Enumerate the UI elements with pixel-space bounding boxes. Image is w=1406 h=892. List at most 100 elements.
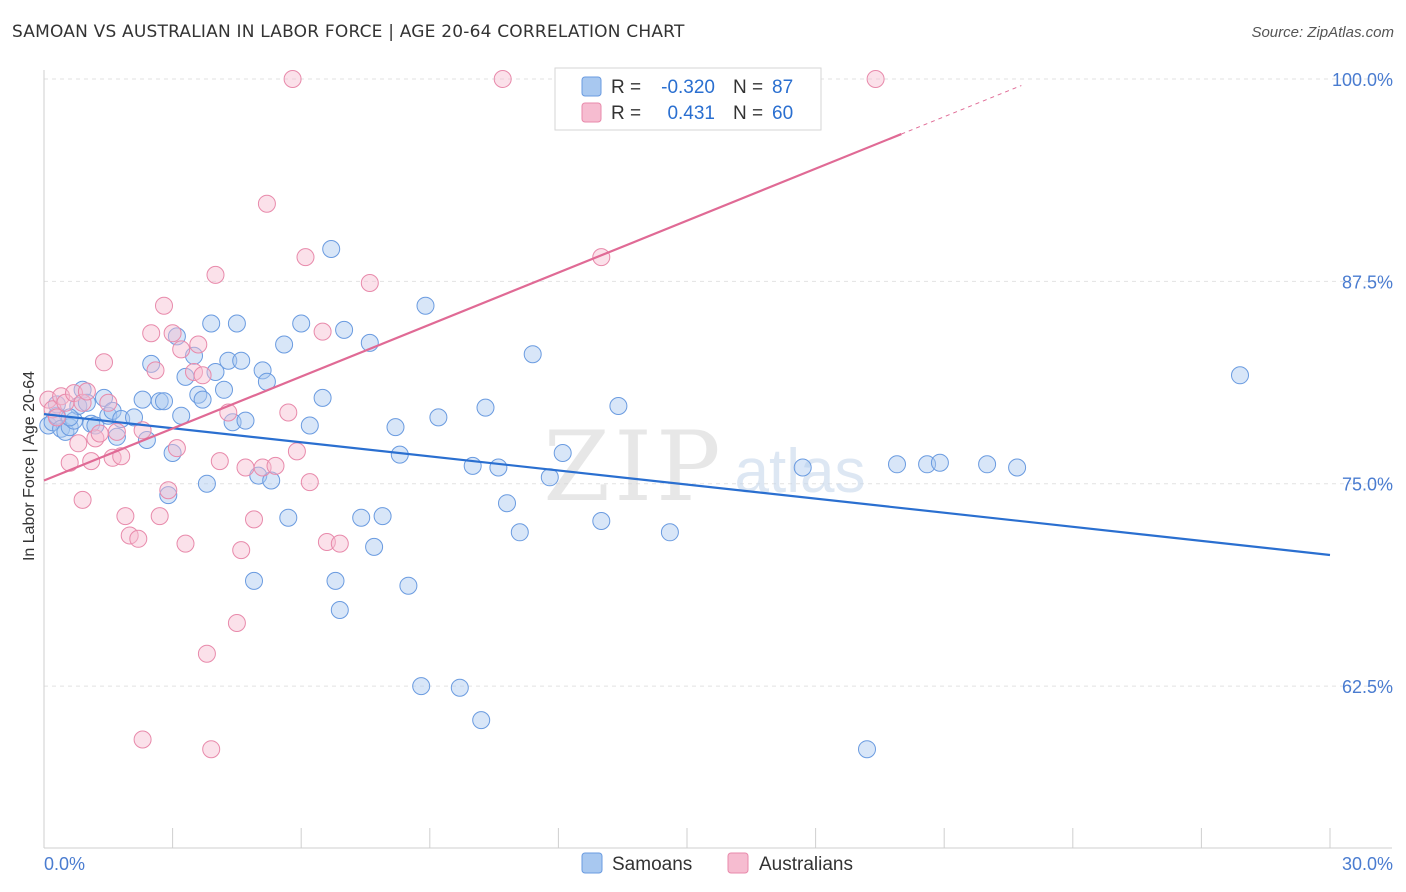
samoans-point	[373, 507, 392, 526]
australians-point	[360, 274, 379, 292]
samoans-point	[540, 468, 559, 487]
australians-point	[253, 458, 272, 477]
legend-swatch-samoans	[581, 76, 602, 97]
australians-point	[266, 456, 285, 475]
samoans-point	[1008, 458, 1027, 477]
source-label: Source: ZipAtlas.com	[1251, 24, 1394, 41]
australians-point	[172, 340, 191, 359]
samoans-point	[412, 677, 431, 696]
legend-n-label-1: N =	[733, 77, 763, 98]
australians-point	[283, 70, 302, 88]
legend-r-label-1: R =	[611, 77, 641, 98]
legend-r-value-2: 0.431	[667, 103, 715, 124]
samoans-point	[416, 296, 435, 315]
australians-point	[155, 296, 173, 315]
australians-point	[330, 534, 349, 553]
australians-point	[77, 382, 96, 401]
australians-point	[90, 424, 109, 443]
legend-top: R = -0.320 N = 87 R = 0.431 N = 60	[554, 67, 822, 131]
samoans-point	[219, 351, 238, 370]
samoans-point	[279, 508, 298, 527]
x-tick-label: 0.0%	[44, 854, 85, 874]
samoans-point	[193, 390, 212, 409]
australians-point	[287, 442, 306, 461]
samoans-point	[236, 411, 255, 430]
australians-point	[227, 614, 246, 632]
samoans-point	[472, 711, 491, 730]
samoans-point	[365, 537, 384, 556]
watermark-zip: ZIP	[543, 411, 724, 523]
australians-point	[129, 529, 148, 548]
trend-layer	[43, 85, 1331, 557]
australians-point	[210, 452, 229, 471]
samoans-point	[292, 314, 311, 333]
samoans-point	[253, 361, 272, 380]
australians-point	[317, 533, 336, 551]
australians-point	[73, 393, 92, 412]
australians-point	[133, 730, 152, 749]
legend-r-label-2: R =	[611, 103, 641, 124]
australians-point	[73, 490, 92, 509]
chart-title: SAMOAN VS AUSTRALIAN IN LABOR FORCE | AG…	[12, 22, 685, 42]
australians-point	[300, 473, 319, 492]
samoans-point	[155, 392, 173, 411]
australians-point	[313, 322, 332, 341]
samoans-point	[660, 523, 679, 542]
australians-point	[296, 248, 315, 267]
x-tick-label: 30.0%	[1342, 854, 1393, 874]
australians-point	[236, 458, 255, 477]
watermark-atlas: atlas	[735, 437, 866, 506]
y-tick-label: 62.5%	[1342, 677, 1393, 697]
australians-point	[47, 408, 66, 427]
australians-point	[163, 324, 182, 343]
samoans-point	[1231, 366, 1249, 385]
samoans-point	[223, 413, 242, 432]
legend-bottom-swatch-australians	[727, 852, 749, 874]
y-tick-label: 100.0%	[1332, 70, 1393, 90]
y-axis-label: In Labor Force | Age 20-64	[21, 371, 38, 561]
australians-point	[95, 353, 113, 372]
australians-point	[493, 70, 512, 88]
samoans-point	[399, 576, 418, 595]
australians-point	[142, 324, 161, 343]
samoans-point	[227, 314, 246, 333]
samoans-point	[245, 571, 263, 590]
samoans-point	[313, 388, 332, 407]
samoans-point	[553, 444, 572, 462]
legend-swatch-australians	[581, 102, 602, 123]
samoans-point	[232, 351, 251, 370]
australians-point	[232, 541, 251, 560]
samoans-point	[262, 471, 281, 490]
samoans-point	[150, 392, 169, 411]
samoans-point	[609, 397, 628, 415]
australians-point	[197, 644, 216, 663]
samoans-point	[335, 320, 354, 339]
watermark: ZIP atlas	[543, 411, 865, 523]
legend-bottom-label-australians: Australians	[759, 854, 853, 875]
australians-point	[176, 534, 195, 553]
y-tick-label: 87.5%	[1342, 272, 1393, 292]
legend-r-value-1: -0.320	[661, 77, 715, 98]
australians-point	[189, 335, 208, 354]
australians-point	[193, 366, 212, 385]
legend-bottom-label-samoans: Samoans	[612, 854, 692, 875]
samoans-point	[858, 740, 876, 759]
samoans-point	[476, 398, 495, 417]
australians-point	[99, 393, 118, 412]
australians-point	[116, 507, 135, 526]
australians-point	[150, 507, 169, 526]
samoans-point	[322, 240, 341, 258]
samoans-point	[352, 508, 371, 527]
samoans-point	[107, 427, 126, 446]
samoans-trend-line	[43, 413, 1331, 557]
australians-point	[107, 422, 126, 441]
australians-point	[159, 481, 178, 500]
samoans-point	[498, 494, 516, 513]
australians-trend-line	[43, 133, 902, 482]
australians-point	[866, 70, 885, 88]
australians-point	[245, 510, 263, 529]
tick-label-layer: 62.5% 75.0% 87.5% 100.0% 0.0% 30.0%	[44, 70, 1393, 874]
australians-point	[69, 434, 88, 453]
australians-point	[279, 403, 298, 422]
